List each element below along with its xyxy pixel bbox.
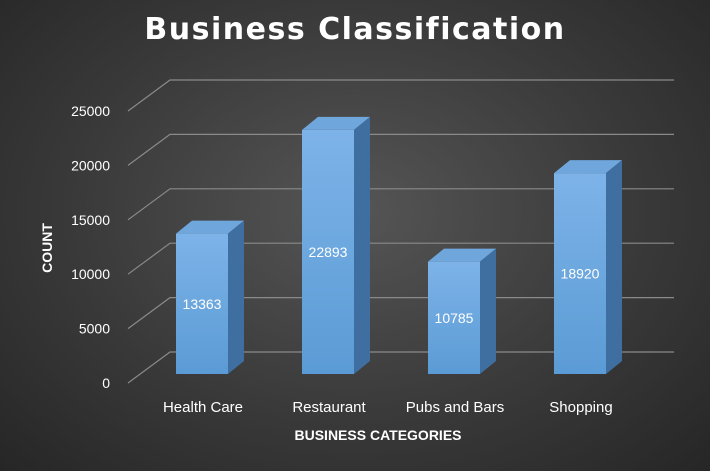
bar-side-face — [354, 116, 370, 374]
gridline — [127, 242, 674, 275]
gridlines — [127, 79, 674, 384]
y-tick-label: 5000 — [79, 321, 110, 337]
gridline — [127, 79, 674, 112]
y-tick-label: 20000 — [71, 157, 110, 173]
data-label: 10785 — [435, 310, 474, 326]
bar-front-face — [428, 261, 480, 374]
y-axis-title: COUNT — [39, 223, 55, 273]
bars — [176, 116, 622, 374]
y-tick-label: 25000 — [71, 103, 110, 119]
data-label: 13363 — [183, 296, 222, 312]
x-tick-label: Health Care — [163, 399, 243, 416]
bar-side-face — [480, 248, 496, 374]
chart-title: Business Classification — [144, 12, 566, 47]
y-tick-label: 0 — [102, 375, 110, 391]
bar-top-face — [302, 116, 370, 130]
y-tick-label: 15000 — [71, 212, 110, 228]
gridline — [127, 188, 674, 221]
bar-top-face — [176, 220, 244, 234]
gridline — [127, 133, 674, 166]
gridline — [127, 351, 674, 384]
bar — [176, 220, 244, 374]
data-labels: 13363 22893 10785 18920 — [183, 244, 600, 326]
bar-front-face — [176, 233, 228, 374]
bar — [302, 116, 370, 374]
y-tick-labels: 0 5000 10000 15000 20000 25000 — [71, 103, 110, 391]
x-tick-label: Pubs and Bars — [406, 399, 504, 416]
x-tick-label: Restaurant — [292, 399, 366, 416]
bar-top-face — [428, 248, 496, 262]
x-tick-labels: Health Care Restaurant Pubs and Bars Shoppi… — [163, 399, 613, 416]
bar — [428, 248, 496, 374]
bar-top-face — [554, 160, 622, 174]
y-tick-label: 10000 — [71, 266, 110, 282]
bar — [554, 160, 622, 374]
data-label: 22893 — [309, 244, 348, 260]
data-label: 18920 — [561, 266, 600, 282]
x-axis-title: BUSINESS CATEGORIES — [295, 427, 462, 443]
bar-front-face — [302, 129, 354, 374]
bar-front-face — [554, 173, 606, 374]
bar-side-face — [228, 220, 244, 374]
x-tick-label: Shopping — [549, 399, 612, 416]
bar-side-face — [606, 160, 622, 374]
gridline — [127, 297, 674, 330]
